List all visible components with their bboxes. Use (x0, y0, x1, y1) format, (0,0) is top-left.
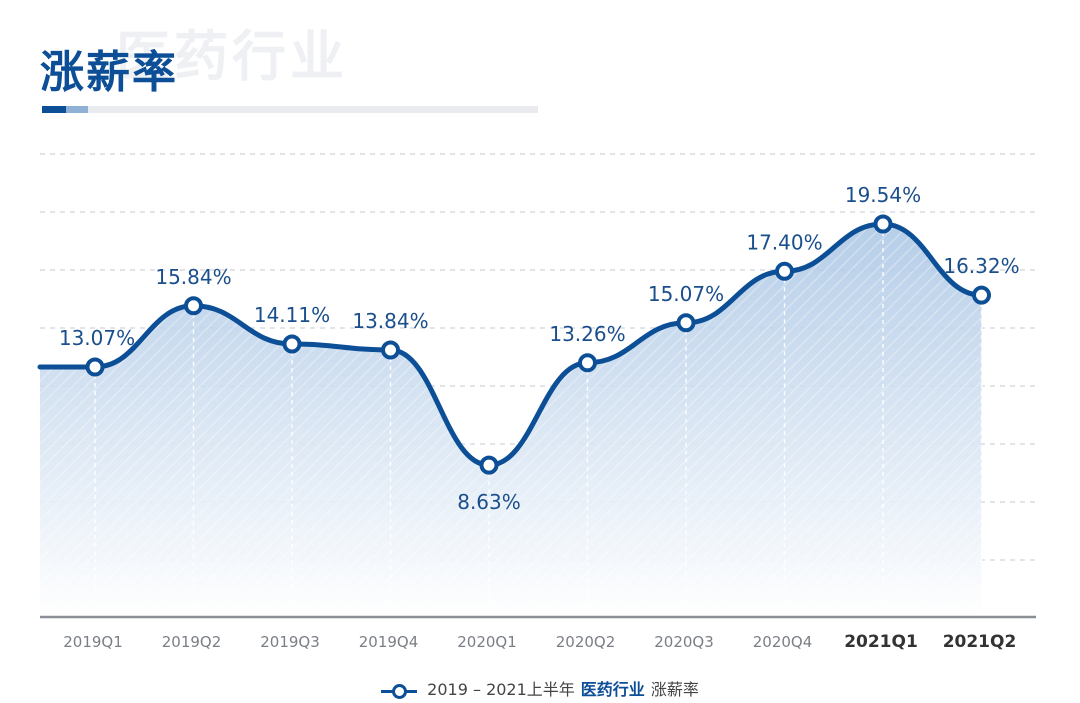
data-label: 13.26% (549, 322, 625, 346)
title-underline-light (66, 106, 88, 113)
data-label: 15.07% (648, 282, 724, 306)
data-point (282, 334, 302, 354)
data-point (775, 261, 794, 281)
x-tick-label: 2020Q2 (556, 633, 616, 651)
data-label: 15.84% (155, 265, 231, 289)
data-label: 16.32% (943, 254, 1019, 278)
x-tick-label: 2019Q4 (359, 633, 419, 651)
series-line-path (37, 221, 984, 468)
legend-metric: 涨薪率 (650, 680, 699, 699)
data-point (972, 285, 991, 305)
data-label: 19.54% (845, 183, 921, 207)
data-point (578, 353, 597, 373)
legend: 2019 – 2021上半年 医药行业 涨薪率 (0, 676, 1080, 700)
data-point (873, 214, 893, 234)
x-tick-label: 2019Q3 (260, 633, 320, 651)
x-tick-label: 2021Q2 (943, 632, 1017, 652)
legend-industry: 医药行业 (580, 680, 645, 699)
chart-title: 涨薪率 (40, 47, 178, 98)
data-point (479, 455, 499, 475)
data-label: 8.63% (457, 490, 521, 514)
x-tick-label: 2020Q4 (753, 633, 813, 651)
data-point (676, 313, 696, 333)
data-labels: 13.07% 15.84% 14.11% 13.84% 8.63% 13.26% 15.07… (59, 183, 1020, 514)
x-axis: 2019Q1 2019Q2 2019Q3 2019Q4 2020Q1 2020Q2 2020… (40, 615, 1036, 652)
x-tick-label: 2021Q1 (844, 632, 918, 652)
x-tick-label: 2019Q2 (162, 633, 222, 651)
data-label: 13.07% (59, 326, 135, 350)
data-label: 13.84% (352, 309, 428, 333)
watermark-text: 医药行业 (116, 25, 348, 88)
area-fill (40, 224, 982, 617)
drop-lines (94, 224, 983, 617)
data-point (381, 340, 400, 360)
data-label: 14.11% (254, 303, 330, 327)
legend-marker-icon (381, 683, 418, 699)
data-point (85, 357, 105, 377)
x-tick-label: 2019Q1 (63, 633, 123, 651)
x-tick-label: 2020Q3 (654, 633, 714, 651)
data-point (184, 296, 203, 316)
legend-range: 2019 – 2021上半年 (427, 680, 575, 699)
data-points (85, 214, 991, 475)
title-underline-dark (42, 106, 66, 113)
series-line (37, 221, 984, 468)
title-underline (42, 106, 538, 113)
data-label: 17.40% (746, 230, 822, 254)
area-hatch-shape (40, 224, 982, 617)
x-tick-label: 2020Q1 (457, 633, 517, 651)
